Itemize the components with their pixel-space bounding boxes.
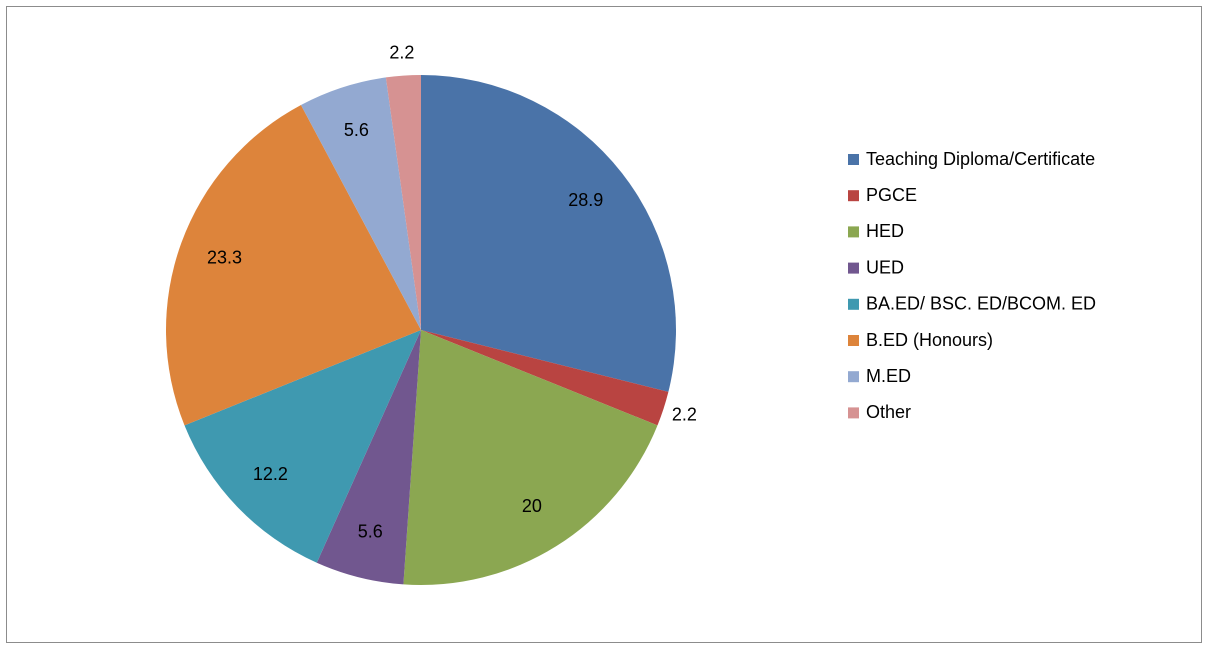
data-label: 5.6 (358, 522, 383, 542)
data-label: 20 (522, 496, 542, 516)
legend-swatch (848, 262, 859, 274)
legend-label: Other (866, 402, 911, 422)
legend-label: B.ED (Honours) (866, 330, 993, 350)
legend-label: HED (866, 221, 904, 241)
pie-slice (165, 105, 421, 426)
pie-slice (421, 75, 676, 392)
data-label: 5.6 (344, 120, 369, 140)
legend-swatch (848, 298, 859, 310)
legend-label: Teaching Diploma/Certificate (866, 149, 1095, 169)
legend-label: PGCE (866, 185, 917, 205)
data-label: 12.2 (253, 464, 288, 484)
legend-swatch (848, 154, 859, 165)
legend-swatch (848, 335, 859, 346)
legend-label: M.ED (866, 366, 911, 386)
legend-label: UED (866, 257, 904, 277)
legend-swatch (848, 190, 859, 202)
pie-slice (300, 77, 421, 330)
data-label: 23.3 (207, 247, 242, 267)
data-label: 28.9 (568, 190, 603, 210)
pie-slice (385, 75, 421, 330)
legend-label: BA.ED/ BSC. ED/BCOM. ED (866, 294, 1096, 314)
legend-swatch (848, 226, 859, 238)
pie-slice (184, 330, 421, 563)
data-label: 2.2 (672, 404, 697, 424)
pie-slice (316, 330, 421, 585)
legend-swatch (848, 371, 859, 383)
data-label: 2.2 (389, 42, 414, 62)
pie-slice (403, 330, 658, 585)
pie-slice (421, 330, 669, 426)
legend-swatch (848, 407, 859, 419)
